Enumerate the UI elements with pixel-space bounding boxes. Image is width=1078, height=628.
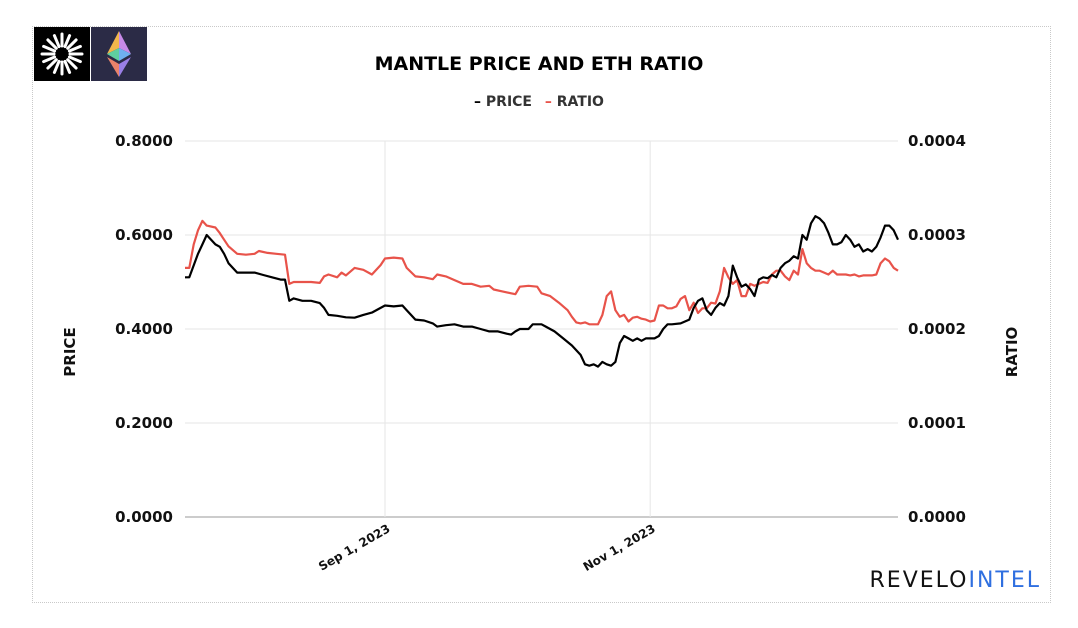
ethereum-logo xyxy=(91,27,147,81)
series-line-price xyxy=(185,215,900,368)
chart-lines xyxy=(185,215,900,368)
x-tick-label: Nov 1, 2023 xyxy=(581,521,658,574)
brand-part2: INTEL xyxy=(968,568,1041,593)
mantle-logo xyxy=(34,27,90,81)
legend-label-ratio: RATIO xyxy=(556,94,604,110)
chart-ticks: 0.0000 0.0000 0.2000 0.0001 0.4000 0.0002 0.60… xyxy=(115,132,966,574)
chart-frame xyxy=(32,26,1051,603)
brand-part1: REVELO xyxy=(869,568,969,593)
y-tick-label-left: 0.6000 xyxy=(115,226,173,244)
legend-label-price: PRICE xyxy=(485,94,532,110)
y-tick-label-right: 0.0001 xyxy=(908,414,966,432)
y-axis-label-left: PRICE xyxy=(61,327,79,376)
chart-title: MANTLE PRICE AND ETH RATIO xyxy=(374,53,704,75)
y-tick-label-left: 0.4000 xyxy=(115,320,173,338)
y-tick-label-left: 0.0000 xyxy=(115,508,173,526)
y-tick-label-left: 0.8000 xyxy=(115,132,173,150)
y-tick-label-left: 0.2000 xyxy=(115,414,173,432)
y-tick-label-right: 0.0003 xyxy=(908,226,966,244)
y-tick-label-right: 0.0002 xyxy=(908,320,966,338)
legend-item-price[interactable]: – PRICE xyxy=(474,94,532,110)
revelo-intel-logo: REVELOINTEL xyxy=(870,568,1041,593)
series-line-ratio xyxy=(185,219,899,326)
x-tick-label: Sep 1, 2023 xyxy=(316,521,392,573)
chart-grid xyxy=(185,140,898,518)
y-axis-label-right: RATIO xyxy=(1003,327,1021,378)
y-tick-label-right: 0.0000 xyxy=(908,508,966,526)
legend-item-ratio[interactable]: – RATIO xyxy=(544,94,604,110)
chart-legend: – PRICE – RATIO xyxy=(0,94,1078,110)
y-tick-label-right: 0.0004 xyxy=(908,132,966,150)
